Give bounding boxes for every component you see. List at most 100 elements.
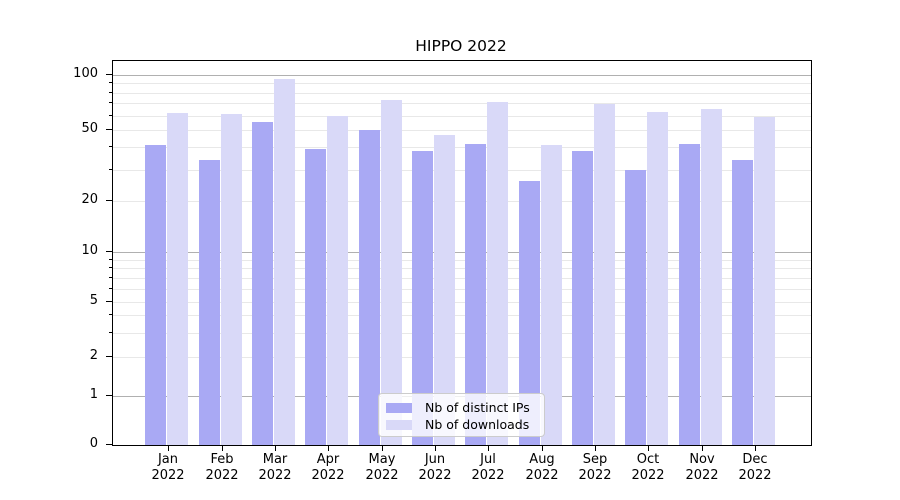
x-tick-mark	[488, 445, 489, 451]
bar-downloads-dec	[754, 117, 775, 445]
bar-downloads-oct	[647, 112, 668, 445]
x-tick-label-apr: Apr 2022	[311, 452, 345, 483]
y-minor-tick-mark	[109, 146, 112, 147]
bar-distinct-ips-jul	[465, 144, 486, 445]
x-tick-mark	[702, 445, 703, 451]
bar-distinct-ips-oct	[625, 170, 646, 445]
x-tick-mark	[648, 445, 649, 451]
y-tick-label: 100	[73, 66, 98, 81]
y-minor-tick-mark	[109, 332, 112, 333]
bar-downloads-apr	[327, 116, 348, 445]
x-tick-label-mar: Mar 2022	[258, 452, 292, 483]
y-minor-tick-mark	[109, 288, 112, 289]
plot-area	[112, 60, 812, 446]
gridline-minor	[113, 289, 811, 290]
x-tick-mark	[328, 445, 329, 451]
y-minor-tick-mark	[109, 129, 112, 130]
x-tick-mark	[542, 445, 543, 451]
legend-swatch-downloads	[386, 419, 412, 430]
gridline-major	[113, 252, 811, 253]
y-tick-mark	[106, 251, 112, 252]
y-minor-tick-mark	[109, 169, 112, 170]
legend: Nb of distinct IPs Nb of downloads	[378, 393, 545, 437]
x-tick-label-jul: Jul 2022	[471, 452, 505, 483]
y-minor-tick-mark	[109, 82, 112, 83]
gridline-minor	[113, 93, 811, 94]
x-tick-label-feb: Feb 2022	[205, 452, 239, 483]
gridline-minor	[113, 333, 811, 334]
bar-downloads-sep	[594, 104, 615, 445]
gridline-minor	[113, 278, 811, 279]
x-tick-label-may: May 2022	[365, 452, 399, 483]
bar-downloads-jun	[434, 135, 455, 445]
bar-downloads-aug	[541, 145, 562, 445]
y-tick-label: 0	[89, 436, 98, 451]
x-tick-label-nov: Nov 2022	[685, 452, 719, 483]
y-minor-tick-mark	[109, 314, 112, 315]
y-minor-tick-mark	[109, 92, 112, 93]
gridline-minor	[113, 315, 811, 316]
x-tick-label-jan: Jan 2022	[151, 452, 185, 483]
gridline-minor	[113, 268, 811, 269]
y-minor-tick-mark	[109, 267, 112, 268]
x-tick-mark	[222, 445, 223, 451]
bar-downloads-feb	[221, 114, 242, 445]
bar-distinct-ips-feb	[199, 160, 220, 445]
legend-label: Nb of downloads	[425, 417, 530, 432]
y-tick-label: 1	[89, 387, 98, 402]
y-minor-tick-mark	[109, 277, 112, 278]
bar-downloads-mar	[274, 79, 295, 445]
x-tick-label-aug: Aug 2022	[525, 452, 559, 483]
x-tick-mark	[168, 445, 169, 451]
y-tick-mark	[106, 395, 112, 396]
y-minor-tick-mark	[109, 200, 112, 201]
bar-distinct-ips-sep	[572, 151, 593, 445]
bar-distinct-ips-dec	[732, 160, 753, 445]
x-tick-mark	[275, 445, 276, 451]
y-tick-mark	[106, 444, 112, 445]
y-tick-label: 5	[89, 293, 98, 308]
gridline-minor	[113, 116, 811, 117]
gridline-minor	[113, 103, 811, 104]
bar-distinct-ips-nov	[679, 144, 700, 445]
gridline-minor	[113, 302, 811, 303]
y-tick-mark	[106, 74, 112, 75]
x-tick-mark	[755, 445, 756, 451]
gridline-minor	[113, 147, 811, 148]
gridline-major	[113, 75, 811, 76]
gridline-minor	[113, 130, 811, 131]
y-tick-label: 10	[81, 243, 98, 258]
x-tick-label-jun: Jun 2022	[418, 452, 452, 483]
bar-distinct-ips-mar	[252, 122, 273, 445]
y-minor-tick-mark	[109, 102, 112, 103]
gridline-minor	[113, 170, 811, 171]
y-minor-tick-mark	[109, 259, 112, 260]
bar-downloads-jan	[167, 113, 188, 445]
x-tick-mark	[382, 445, 383, 451]
y-minor-tick-mark	[109, 356, 112, 357]
x-tick-mark	[595, 445, 596, 451]
bar-downloads-nov	[701, 109, 722, 445]
legend-label: Nb of distinct IPs	[425, 400, 530, 415]
x-tick-label-dec: Dec 2022	[738, 452, 772, 483]
bar-distinct-ips-aug	[519, 181, 540, 445]
bar-distinct-ips-jan	[145, 145, 166, 445]
y-minor-tick-mark	[109, 301, 112, 302]
x-tick-label-sep: Sep 2022	[578, 452, 612, 483]
bar-distinct-ips-may	[359, 130, 380, 445]
chart-title: HIPPO 2022	[415, 37, 507, 55]
gridline-minor	[113, 83, 811, 84]
y-tick-label: 2	[89, 348, 98, 363]
legend-entry: Nb of downloads	[386, 416, 536, 433]
y-tick-label: 20	[81, 192, 98, 207]
y-minor-tick-mark	[109, 115, 112, 116]
bar-downloads-jul	[487, 102, 508, 445]
legend-swatch-distinct-ips	[386, 402, 412, 413]
legend-entry: Nb of distinct IPs	[386, 399, 536, 416]
x-tick-mark	[435, 445, 436, 451]
y-tick-label: 50	[81, 121, 98, 136]
gridline-minor	[113, 201, 811, 202]
bar-distinct-ips-apr	[305, 149, 326, 445]
gridline-minor	[113, 260, 811, 261]
